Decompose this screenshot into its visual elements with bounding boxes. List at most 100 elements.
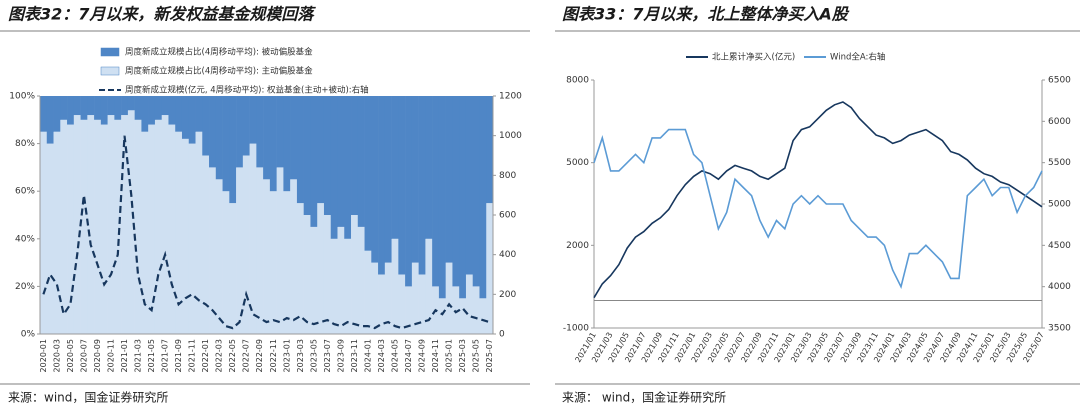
y2-tick-label: 6000 [1048, 117, 1071, 127]
bar-segment [479, 298, 487, 334]
y-tick-label: 20% [15, 282, 35, 292]
bar-segment [337, 226, 345, 334]
bar-segment [465, 274, 474, 334]
y-tick-label: 60% [15, 187, 35, 197]
bar-segment [276, 167, 284, 334]
bar-segment [175, 131, 183, 334]
bar-segment [87, 115, 95, 334]
x-tick-label: 2020-11 [106, 339, 115, 372]
bar-segment [175, 96, 183, 132]
y-tick-label: 0% [21, 330, 36, 340]
bar-segment [215, 96, 223, 180]
bar-segment [411, 262, 419, 334]
bar-segment [94, 119, 102, 334]
bar-segment [46, 143, 54, 334]
bar-segment [154, 96, 163, 120]
y-tick-label: 80% [15, 139, 35, 149]
bar-segment [459, 96, 467, 299]
y-tick-label: 100% [9, 92, 35, 102]
x-tick-label: 2022-05 [228, 339, 237, 372]
bar-segment [323, 215, 332, 334]
y2-tick-label: 3500 [1048, 324, 1071, 334]
bar-segment [452, 286, 460, 334]
bar-segment [127, 110, 135, 334]
bar-segment [459, 298, 467, 334]
bar-segment [222, 96, 230, 192]
bar-segment [391, 96, 399, 239]
x-tick-label: 2025-03 [458, 339, 467, 372]
x-tick-label: 2020-09 [93, 339, 102, 372]
legend-label: 北上累计净买入(亿元) [712, 52, 795, 63]
x-tick-label: 2022-07 [242, 339, 251, 372]
legend-swatch [100, 66, 120, 76]
x-tick-label: 2023-11 [350, 339, 359, 372]
x-tick-label: 2020-05 [66, 339, 75, 372]
bar-segment [114, 96, 122, 120]
bar-segment [378, 96, 386, 275]
bar-segment [161, 96, 169, 116]
y2-tick-label: 5500 [1048, 158, 1071, 168]
bar-segment [209, 167, 217, 334]
y2-tick-label: 1000 [499, 131, 522, 141]
x-tick-label: 2022-01 [201, 339, 210, 372]
bar-segment [303, 96, 311, 215]
x-tick-label: 2024-03 [377, 339, 386, 372]
bar-segment [80, 119, 88, 334]
y-tick-label: 5000 [566, 158, 589, 168]
bar-segment [351, 215, 359, 334]
x-tick-label: 2023-07 [323, 339, 332, 372]
bar-segment [100, 96, 108, 125]
bar-segment [425, 238, 433, 334]
bar-segment [472, 96, 480, 287]
bar-segment [364, 96, 372, 251]
bar-segment [67, 96, 75, 125]
bar-segment [53, 96, 61, 132]
bar-segment [141, 131, 149, 334]
x-tick-label: 2022-09 [255, 339, 264, 372]
bar-segment [94, 96, 102, 120]
bar-segment [236, 96, 244, 168]
bar-segment [256, 167, 264, 334]
bar-segment [445, 262, 453, 334]
bar-segment [391, 238, 399, 334]
bar-segment [269, 191, 277, 334]
bar-segment [121, 115, 129, 334]
bar-segment [236, 167, 244, 334]
line-series [593, 101, 1043, 299]
bar-segment [249, 96, 257, 144]
x-tick-label: 2024-07 [404, 339, 413, 372]
x-tick-label: 2024-11 [431, 339, 440, 372]
bar-segment [323, 96, 332, 215]
bar-segment [425, 96, 433, 239]
bar-segment [472, 286, 480, 334]
bar-segment [107, 115, 115, 334]
bar-segment [60, 96, 68, 120]
bar-segment [222, 191, 230, 334]
bar-segment [114, 119, 122, 334]
bar-segment [256, 96, 264, 168]
x-tick-label: 2020-03 [52, 339, 61, 372]
y2-tick-label: 800 [499, 171, 516, 181]
bar-segment [344, 238, 352, 334]
bar-segment [80, 96, 88, 120]
bar-segment [290, 96, 298, 180]
y2-tick-label: 200 [499, 290, 516, 300]
bar-segment [202, 96, 210, 156]
y-tick-label: 2000 [566, 241, 589, 251]
legend-label: 周度新成立规模(亿元, 4周移动平均): 权益基金(主动+被动):右轴 [125, 85, 369, 96]
bar-segment [351, 96, 359, 215]
x-tick-label: 2021-09 [174, 339, 183, 372]
bar-segment [73, 96, 81, 116]
bar-segment [154, 119, 163, 334]
bar-segment [317, 203, 325, 334]
x-tick-label: 2025-07 [485, 339, 494, 372]
bar-segment [202, 155, 210, 334]
bar-segment [127, 96, 135, 111]
bar-segment [398, 274, 406, 334]
bar-segment [479, 96, 487, 299]
bar-segment [296, 203, 304, 334]
bar-segment [486, 96, 494, 204]
bar-segment [432, 96, 440, 287]
y2-tick-label: 4500 [1048, 241, 1071, 251]
x-tick-label: 2024-01 [363, 339, 372, 372]
